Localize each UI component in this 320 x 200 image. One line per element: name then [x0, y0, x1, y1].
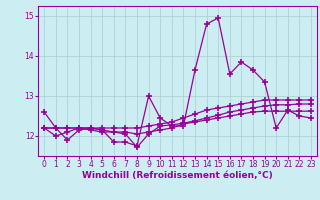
X-axis label: Windchill (Refroidissement éolien,°C): Windchill (Refroidissement éolien,°C) — [82, 171, 273, 180]
